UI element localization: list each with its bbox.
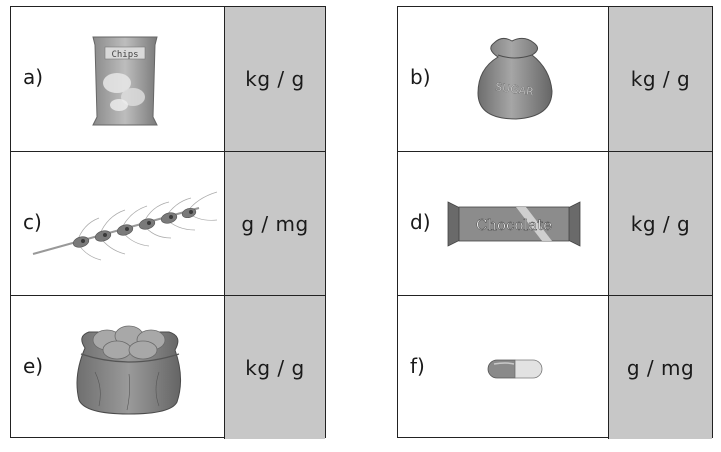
- item-letter: d): [410, 210, 431, 234]
- unit-choice-cell: kg / g: [224, 296, 325, 439]
- unit-options-text: g / mg: [626, 355, 695, 380]
- svg-text:Chips: Chips: [111, 50, 138, 60]
- item-letter: e): [23, 354, 44, 378]
- chips-bag-icon: Chips: [92, 36, 158, 126]
- unit-choice-cell: kg / g: [608, 152, 712, 295]
- card-row-c: c) g / mg: [11, 151, 325, 295]
- unit-options-text: g / mg: [241, 211, 309, 236]
- unit-options-text: kg / g: [630, 211, 691, 236]
- svg-text:SUGAR: SUGAR: [494, 80, 535, 98]
- card-row-a: a) Chips kg / g: [11, 7, 325, 151]
- item-letter: a): [23, 65, 44, 89]
- chocolate-bar-icon: Chocolate: [447, 201, 581, 247]
- left-card-column: a) Chips kg / g c): [10, 6, 326, 439]
- item-letter: b): [410, 65, 431, 89]
- card-row-d: d) Chocolate kg / g: [398, 151, 712, 295]
- card-row-e: e) kg / g: [11, 295, 325, 439]
- unit-options-text: kg / g: [245, 67, 305, 91]
- unit-choice-cell: g / mg: [224, 152, 325, 295]
- card-row-b: b) SUGAR kg / g: [398, 7, 712, 151]
- unit-choice-cell: kg / g: [608, 7, 712, 151]
- sugar-sack-icon: SUGAR: [477, 37, 553, 120]
- potato-sack-icon: [76, 325, 181, 415]
- unit-choice-cell: kg / g: [224, 7, 325, 151]
- svg-text:Chocolate: Chocolate: [476, 216, 552, 234]
- unit-options-text: kg / g: [630, 67, 691, 91]
- wheat-ear-icon: [32, 191, 218, 261]
- card-row-f: f) g / mg: [398, 295, 712, 439]
- item-letter: c): [23, 210, 42, 234]
- item-letter: f): [410, 354, 425, 378]
- unit-options-text: kg / g: [245, 355, 305, 380]
- unit-choice-cell: g / mg: [608, 296, 712, 439]
- right-card-column: b) SUGAR kg / g d) Chocolate kg / g f) g…: [397, 6, 713, 439]
- capsule-pill-icon: [487, 359, 543, 379]
